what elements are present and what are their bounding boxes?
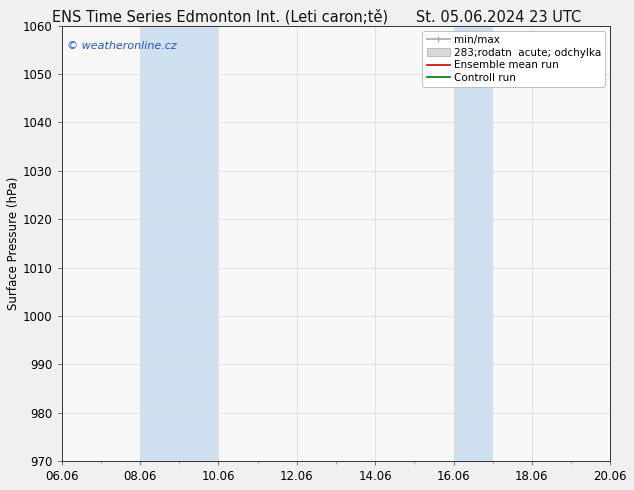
Bar — [453, 25, 493, 461]
Bar — [140, 25, 218, 461]
Text: © weatheronline.cz: © weatheronline.cz — [67, 41, 177, 51]
Y-axis label: Surface Pressure (hPa): Surface Pressure (hPa) — [7, 177, 20, 310]
Legend: min/max, 283;rodatn  acute; odchylka, Ensemble mean run, Controll run: min/max, 283;rodatn acute; odchylka, Ens… — [422, 31, 605, 87]
Text: ENS Time Series Edmonton Int. (Leti caron;tě)      St. 05.06.2024 23 UTC: ENS Time Series Edmonton Int. (Leti caro… — [53, 9, 581, 24]
